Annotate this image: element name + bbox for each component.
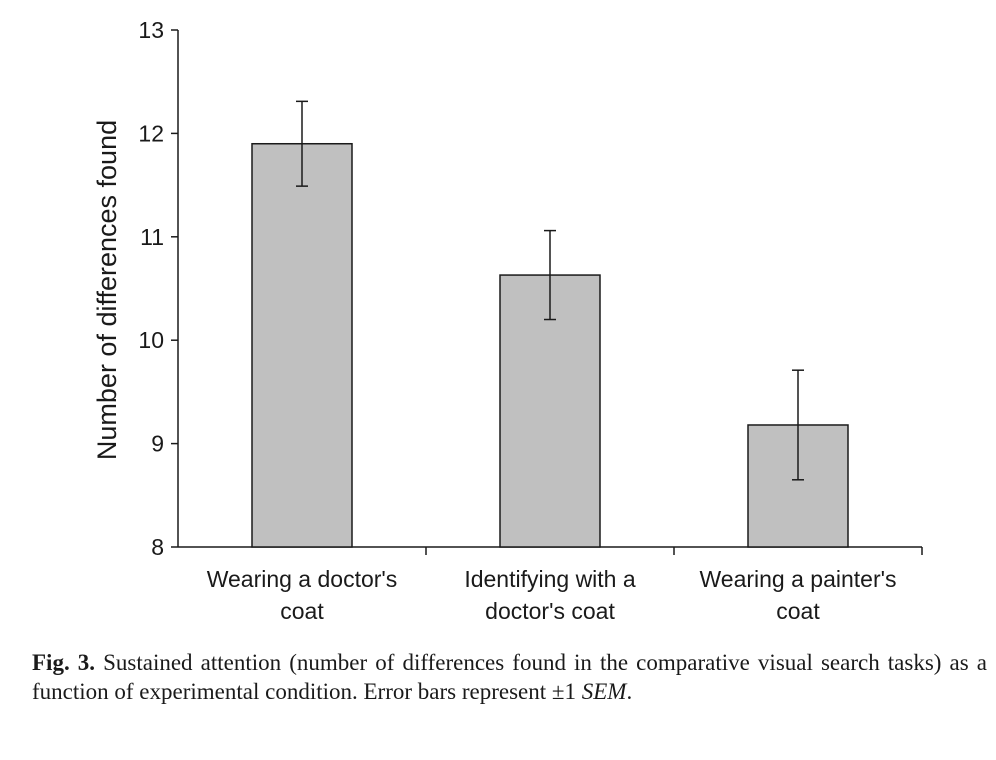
- caption-sem: SEM: [581, 679, 627, 704]
- y-tick-label: 12: [138, 120, 164, 146]
- x-category-label-line: coat: [280, 598, 324, 624]
- y-tick-label: 9: [151, 431, 164, 457]
- figure-caption: Fig. 3. Sustained attention (number of d…: [32, 648, 987, 706]
- bar: [251, 142, 353, 548]
- x-category-label: Wearing a doctor's coat: [207, 566, 398, 624]
- error-bars: [296, 100, 804, 481]
- y-axis-label: Number of differences found: [92, 120, 122, 460]
- y-tick-label: 11: [140, 224, 164, 250]
- x-category-label-line: coat: [776, 598, 820, 624]
- x-category-label-line: Wearing a painter's: [699, 566, 896, 592]
- y-tick-label: 8: [151, 534, 164, 560]
- caption-end: .: [626, 679, 633, 704]
- x-category-label-line: doctor's coat: [485, 598, 615, 624]
- x-category-label: Identifying with a doctor's coat: [464, 566, 636, 624]
- x-category-label-line: Wearing a doctor's: [207, 566, 398, 592]
- x-axis: Wearing a doctor's coat Identifying with a…: [178, 546, 923, 624]
- y-tick-label: 10: [138, 327, 164, 353]
- bar: [499, 274, 601, 548]
- y-axis: 8 9 10 11 12 13: [138, 17, 179, 560]
- x-category-label: Wearing a painter's coat: [699, 566, 896, 624]
- bar-chart: 8 9 10 11 12 13 Wearing a doctor's coat Identif…: [92, 17, 923, 624]
- y-tick-label: 13: [138, 17, 164, 43]
- x-category-label-line: Identifying with a: [464, 566, 636, 592]
- caption-text: Sustained attention (number of differenc…: [32, 650, 987, 704]
- figure-number: Fig. 3.: [32, 650, 96, 675]
- bars: [251, 142, 849, 548]
